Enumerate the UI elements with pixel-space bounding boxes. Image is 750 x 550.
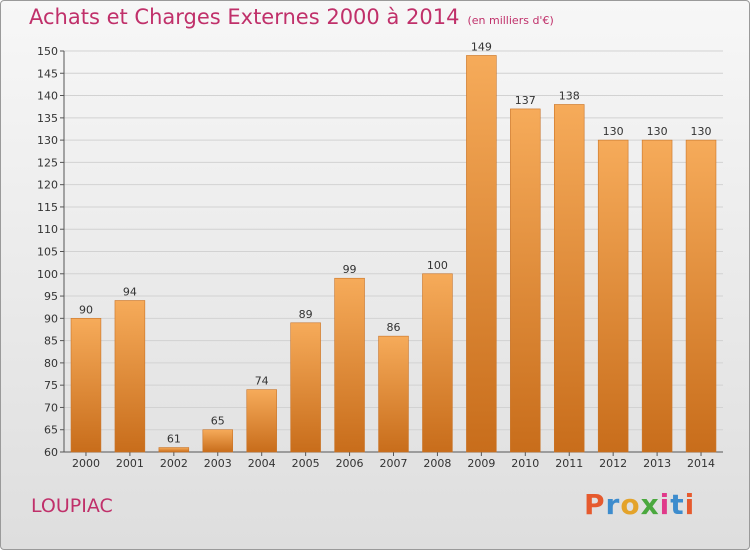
chart-title-text: Achats et Charges Externes 2000 à 2014 (29, 5, 460, 29)
value-label: 89 (299, 308, 313, 321)
x-tick-label: 2003 (204, 457, 232, 470)
y-tick-label: 140 (37, 90, 58, 103)
bar-2000 (70, 318, 102, 453)
y-tick-label: 110 (37, 223, 58, 236)
bar-2002 (158, 447, 190, 453)
logo-letter: t (670, 488, 685, 521)
bar-2004 (246, 389, 277, 453)
bar-2014 (685, 139, 717, 453)
bar-2011 (553, 104, 585, 453)
bar-2005 (290, 322, 321, 453)
value-label: 61 (167, 433, 181, 446)
bar-2007 (378, 335, 409, 453)
chart-unit: (en milliers d'€) (467, 14, 554, 27)
commune-name: LOUPIAC (31, 495, 113, 517)
bar-2012 (597, 139, 629, 453)
x-tick-label: 2002 (160, 457, 188, 470)
y-tick-label: 90 (44, 312, 58, 325)
logo-letter: i (659, 488, 671, 521)
x-tick-label: 2009 (467, 457, 495, 470)
x-tick-label: 2006 (336, 457, 364, 470)
x-tick-label: 2007 (380, 457, 408, 470)
y-tick-label: 70 (44, 401, 58, 414)
value-label: 86 (387, 321, 401, 334)
value-label: 100 (427, 259, 448, 272)
value-label: 65 (211, 415, 225, 428)
value-label: 130 (647, 125, 668, 138)
value-label: 94 (123, 286, 137, 299)
x-tick-label: 2011 (555, 457, 583, 470)
y-tick-label: 145 (37, 67, 58, 80)
x-tick-label: 2004 (248, 457, 276, 470)
value-label: 99 (343, 263, 357, 276)
bar-2001 (114, 300, 146, 453)
bar-2010 (510, 108, 541, 453)
bar-2003 (202, 429, 234, 453)
y-tick-label: 85 (44, 335, 58, 348)
value-label: 138 (559, 89, 580, 102)
y-tick-label: 105 (37, 246, 58, 259)
logo-letter: i (684, 488, 696, 521)
value-label: 130 (691, 125, 712, 138)
x-tick-label: 2008 (423, 457, 451, 470)
logo-letter: o (620, 488, 641, 521)
logo-letter: r (605, 488, 621, 521)
bars (70, 55, 717, 453)
bar-2013 (641, 139, 673, 453)
bar-2006 (334, 277, 365, 453)
value-label: 130 (603, 125, 624, 138)
logo-letter: P (584, 488, 606, 521)
bar-2008 (422, 273, 453, 453)
value-label: 90 (79, 303, 93, 316)
y-tick-label: 75 (44, 379, 58, 392)
y-tick-label: 65 (44, 424, 58, 437)
labels: 60 65 70 75 80 85 90 95 100 105 110 115 120 125 130 135… (37, 40, 715, 470)
y-tick-label: 80 (44, 357, 58, 370)
y-tick-label: 60 (44, 446, 58, 459)
logo-letter: x (640, 488, 660, 521)
y-tick-label: 150 (37, 45, 58, 58)
x-tick-label: 2005 (292, 457, 320, 470)
y-tick-label: 100 (37, 268, 58, 281)
x-tick-label: 2014 (687, 457, 715, 470)
bar-2009 (466, 55, 497, 453)
y-tick-label: 130 (37, 134, 58, 147)
proxiti-logo: Proxiti (584, 488, 695, 521)
chart-title: Achats et Charges Externes 2000 à 2014 (e… (29, 5, 554, 29)
y-tick-label: 125 (37, 156, 58, 169)
value-label: 137 (515, 94, 536, 107)
value-label: 149 (471, 40, 492, 53)
y-tick-label: 120 (37, 179, 58, 192)
x-tick-label: 2013 (643, 457, 671, 470)
x-tick-label: 2012 (599, 457, 627, 470)
y-tick-label: 95 (44, 290, 58, 303)
x-tick-label: 2000 (72, 457, 100, 470)
value-label: 74 (255, 375, 269, 388)
y-tick-label: 135 (37, 112, 58, 125)
y-tick-label: 115 (37, 201, 58, 214)
x-tick-label: 2001 (116, 457, 144, 470)
x-tick-label: 2010 (511, 457, 539, 470)
